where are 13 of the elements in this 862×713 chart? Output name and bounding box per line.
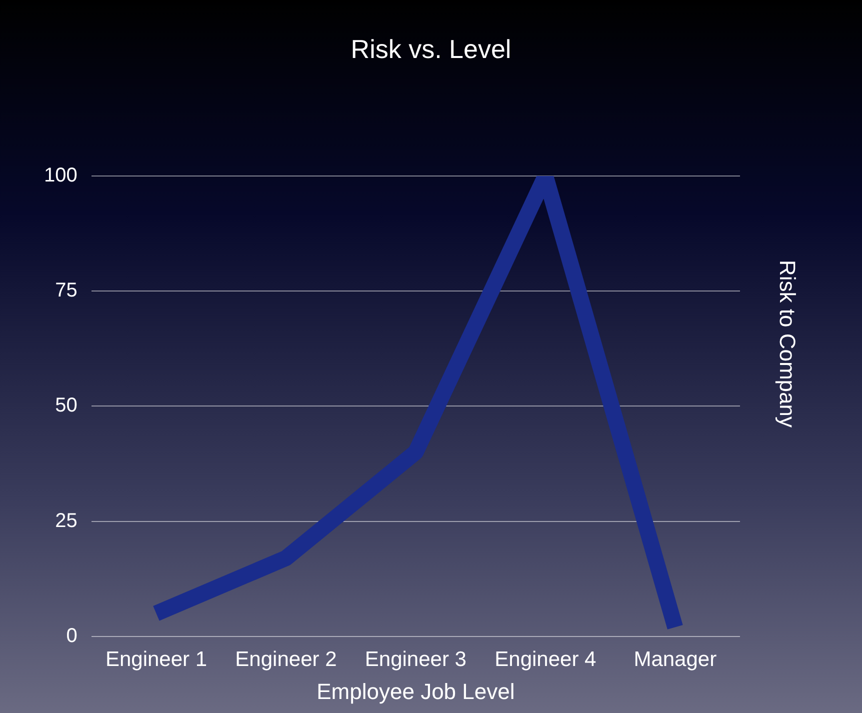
y-tick-label: 100	[44, 164, 78, 187]
x-axis-title: Employee Job Level	[316, 678, 515, 704]
y-tick-label: 75	[55, 280, 78, 302]
x-tick-label: Manager	[634, 648, 717, 671]
y-axis-title: Risk to Company	[774, 260, 800, 428]
x-tick-label: Engineer 2	[235, 648, 337, 671]
x-tick-label: Engineer 3	[364, 648, 466, 671]
y-tick-label: 0	[66, 624, 78, 647]
y-tick-label: 25	[55, 510, 78, 532]
x-tick-label: Engineer 4	[494, 648, 597, 671]
x-tick-label: Engineer 1	[105, 648, 208, 671]
y-tick-label: 50	[55, 394, 78, 417]
chart-title: Risk vs. Level	[350, 34, 512, 65]
